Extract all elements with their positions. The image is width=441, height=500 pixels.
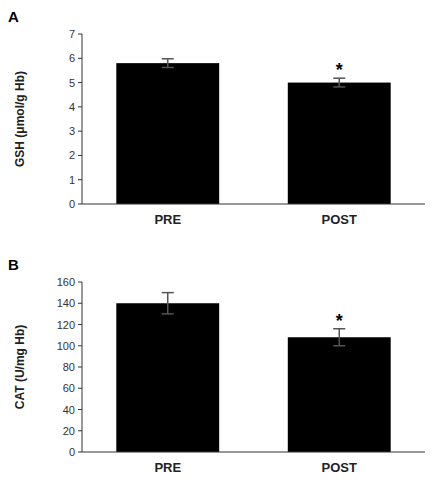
y-tick <box>78 282 82 283</box>
y-tick <box>78 324 82 325</box>
y-tick-label: 2 <box>69 149 75 161</box>
annotation: * <box>336 60 343 80</box>
y-tick-label: 80 <box>63 361 75 373</box>
error-cap <box>333 86 345 88</box>
y-tick-label: 0 <box>69 198 75 210</box>
error-cap <box>162 58 174 60</box>
x-tick-label: PRE <box>154 460 181 475</box>
y-tick <box>78 106 82 107</box>
x-tick-label: POST <box>322 460 357 475</box>
y-tick <box>78 131 82 132</box>
marks <box>116 293 390 452</box>
y-tick-label: 5 <box>69 77 75 89</box>
y-tick-label: 4 <box>69 101 75 113</box>
error-line <box>167 59 169 68</box>
chart-figure: 0 1 2 3 4 5 6 7 PRE POST GSH (μmol/g Hb) A * 0 20 40 60 8… <box>0 0 441 500</box>
panel: 0 1 2 3 4 5 6 7 PRE POST GSH (μmol/g Hb) A * <box>8 8 425 227</box>
error-line <box>339 329 341 346</box>
panel-label: B <box>8 256 19 273</box>
y-tick-label: 6 <box>69 52 75 64</box>
y-tick-label: 60 <box>63 382 75 394</box>
x-axis-line <box>82 452 425 453</box>
error-cap <box>162 313 174 315</box>
error-bar <box>333 329 345 346</box>
y-tick <box>78 82 82 83</box>
y-tick <box>78 179 82 180</box>
bar <box>116 63 219 204</box>
y-tick <box>78 345 82 346</box>
y-tick-label: 140 <box>57 297 75 309</box>
annotation: * <box>336 311 343 331</box>
error-bar <box>162 293 174 314</box>
error-cap <box>162 292 174 294</box>
y-tick <box>78 204 82 205</box>
y-tick-label: 40 <box>63 404 75 416</box>
y-tick <box>78 367 82 368</box>
y-tick <box>78 409 82 410</box>
y-axis-line <box>82 34 83 204</box>
y-tick-label: 20 <box>63 425 75 437</box>
error-cap <box>162 67 174 69</box>
y-tick <box>78 452 82 453</box>
y-tick-label: 3 <box>69 125 75 137</box>
x-axis-line <box>82 204 425 205</box>
error-cap <box>333 345 345 347</box>
bar <box>116 303 219 452</box>
bar <box>288 337 391 452</box>
x-tick-label: POST <box>322 212 357 227</box>
error-bar <box>162 59 174 68</box>
y-tick-label: 7 <box>69 28 75 40</box>
y-tick <box>78 58 82 59</box>
marks <box>116 59 390 204</box>
panel-label: A <box>8 8 19 25</box>
y-tick <box>78 430 82 431</box>
y-tick-label: 1 <box>69 174 75 186</box>
panel: 0 20 40 60 80 100 120 140 160 PRE POST CAT (U/mg Hb… <box>8 256 425 475</box>
y-axis-label: CAT (U/mg Hb) <box>13 325 27 409</box>
y-tick-label: 0 <box>69 446 75 458</box>
error-line <box>167 293 169 314</box>
y-tick <box>78 155 82 156</box>
y-tick <box>78 303 82 304</box>
y-axis-label: GSH (μmol/g Hb) <box>13 71 27 167</box>
y-tick-label: 120 <box>57 319 75 331</box>
y-tick <box>78 388 82 389</box>
bar <box>288 83 391 204</box>
y-tick-label: 160 <box>57 276 75 288</box>
y-tick-label: 100 <box>57 340 75 352</box>
y-tick <box>78 34 82 35</box>
x-tick-label: PRE <box>154 212 181 227</box>
